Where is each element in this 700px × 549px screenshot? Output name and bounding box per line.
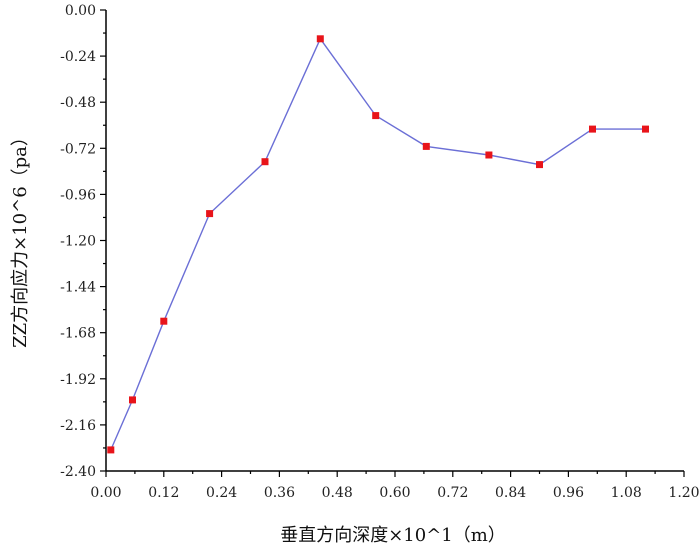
data-point (536, 161, 543, 169)
y-tick-label: -0.24 (60, 49, 96, 65)
x-tick-label: 1.08 (611, 485, 642, 501)
data-point (485, 151, 493, 159)
data-point (642, 125, 649, 133)
data-point (206, 210, 214, 218)
x-tick-label: 0.00 (90, 485, 121, 501)
x-tick-label: 1.20 (668, 485, 699, 501)
x-tick-label: 0.12 (148, 485, 179, 501)
x-tick-label: 0.48 (322, 485, 353, 501)
data-point (160, 317, 168, 325)
x-tick-label: 0.24 (206, 485, 237, 501)
x-tick-label: 0.84 (495, 485, 526, 501)
y-axis: 0.00 -0.24 -0.48 -0.72 -0.96 -1.20 -1.44 -1.68 -… (60, 3, 107, 480)
y-tick-label: -0.48 (60, 95, 96, 111)
data-point (589, 125, 596, 133)
y-tick-label: -1.44 (60, 280, 96, 296)
x-axis-label: 垂直方向深度×10^1（m） (280, 525, 506, 546)
data-point (107, 446, 115, 454)
x-tick-label: 0.60 (379, 485, 410, 501)
y-tick-label: -1.92 (60, 372, 96, 388)
x-tick-label: 0.72 (437, 485, 468, 501)
data-point (422, 142, 430, 150)
data-point (316, 35, 324, 43)
y-tick-label: -2.40 (60, 464, 96, 480)
data-point (129, 396, 136, 404)
y-tick-label: 0.00 (65, 3, 96, 19)
data-point (261, 158, 269, 166)
y-tick-label: -2.16 (60, 418, 96, 434)
x-tick-label: 0.36 (264, 485, 295, 501)
y-tick-label: -0.96 (60, 187, 96, 203)
y-tick-label: -1.68 (60, 326, 96, 342)
y-tick-label: -0.72 (60, 141, 96, 157)
y-tick-label: -1.20 (60, 234, 96, 250)
series-line (110, 37, 646, 451)
y-axis-label: ZZ方向应力×10^6（pa） (10, 128, 31, 348)
data-point (372, 112, 380, 120)
series-layer (107, 35, 649, 454)
x-axis: 0.00 0.12 0.24 0.36 0.48 0.60 0.72 0.84 0.96 1.08… (90, 470, 700, 501)
x-tick-label: 0.96 (553, 485, 584, 501)
